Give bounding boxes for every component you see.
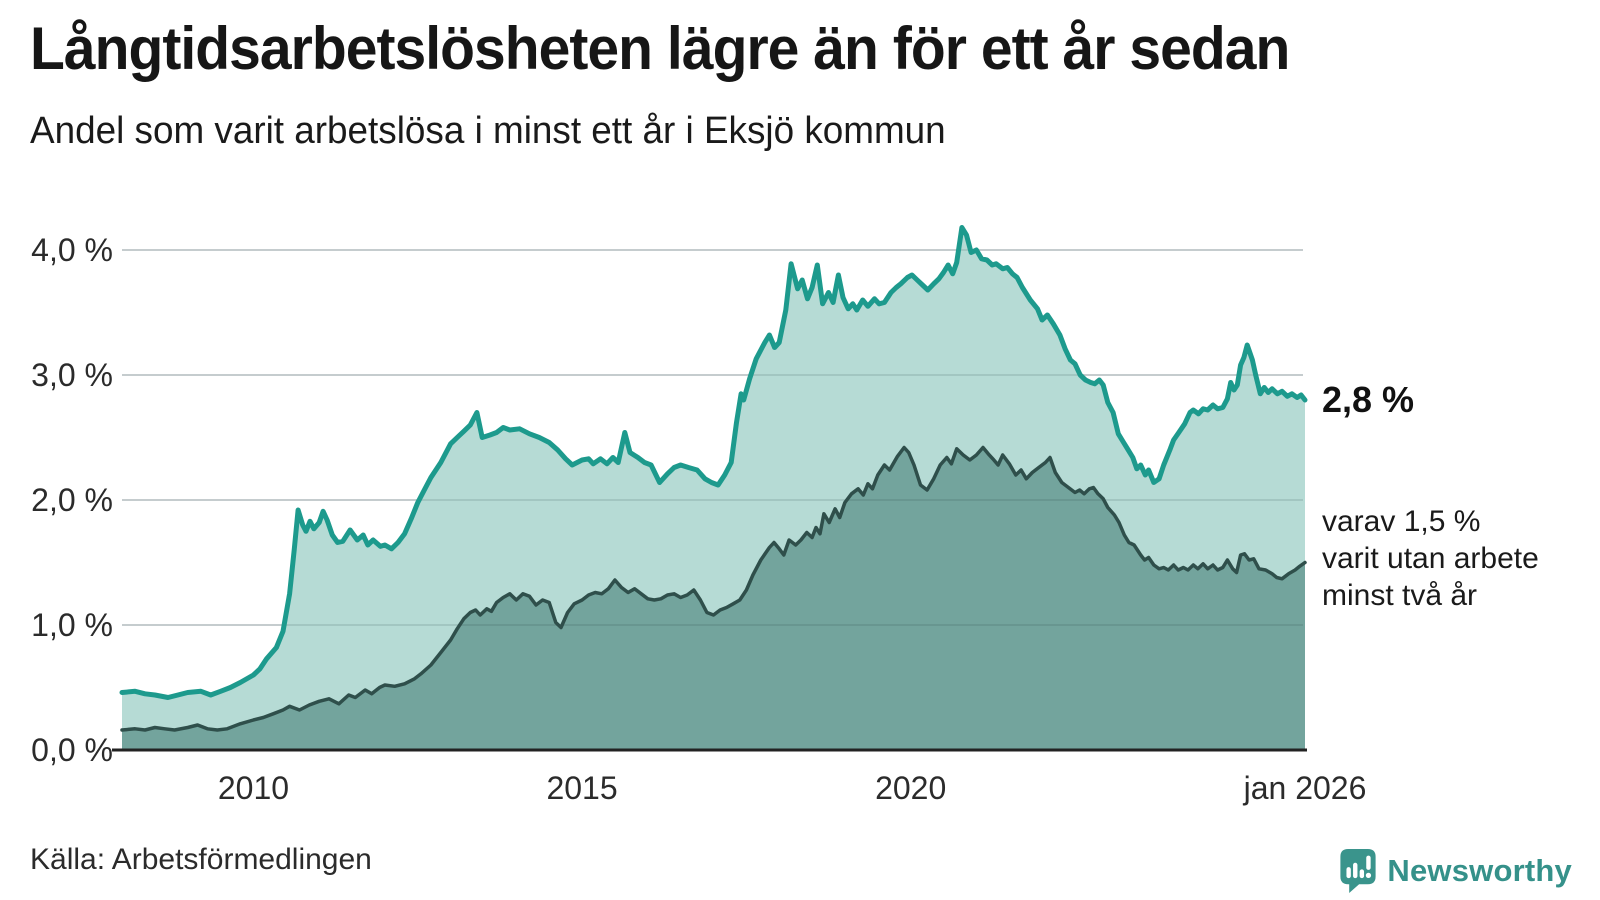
page-title: Långtidsarbetslösheten lägre än för ett … <box>30 15 1290 82</box>
y-axis-label: 0,0 % <box>31 732 113 768</box>
x-axis-label: jan 2026 <box>1243 770 1367 806</box>
secondary-annotation: varav 1,5 % varit utan arbete minst två … <box>1322 503 1539 614</box>
page-subtitle: Andel som varit arbetslösa i minst ett å… <box>30 110 946 152</box>
series-area-2 <box>122 447 1305 750</box>
series-line-2 <box>120 445 1307 732</box>
brand-name: Newsworthy <box>1387 853 1572 888</box>
secondary-annotation-line-1: varav 1,5 % <box>1322 505 1481 538</box>
end-value-label: 2,8 % <box>1322 379 1415 420</box>
newsworthy-icon <box>1340 849 1376 893</box>
gridlines-overlay <box>122 249 1303 626</box>
y-axis-label: 2,0 % <box>31 482 113 518</box>
y-axis-label: 4,0 % <box>31 232 113 268</box>
series-fills <box>122 227 1305 750</box>
x-axis-label: 2015 <box>546 770 618 806</box>
y-axis-label: 1,0 % <box>31 607 113 643</box>
brand-logo: Newsworthy <box>1340 848 1572 894</box>
x-axis-label: 2010 <box>217 770 290 806</box>
series-line-1 <box>119 225 1308 700</box>
y-axis-label: 3,0 % <box>31 357 113 393</box>
secondary-annotation-line-3: minst två år <box>1322 579 1478 612</box>
series-lines <box>119 225 1308 732</box>
secondary-annotation-line-2: varit utan arbete <box>1322 542 1539 575</box>
source-note: Källa: Arbetsförmedlingen <box>30 843 372 876</box>
x-axis-label: 2020 <box>875 770 947 806</box>
